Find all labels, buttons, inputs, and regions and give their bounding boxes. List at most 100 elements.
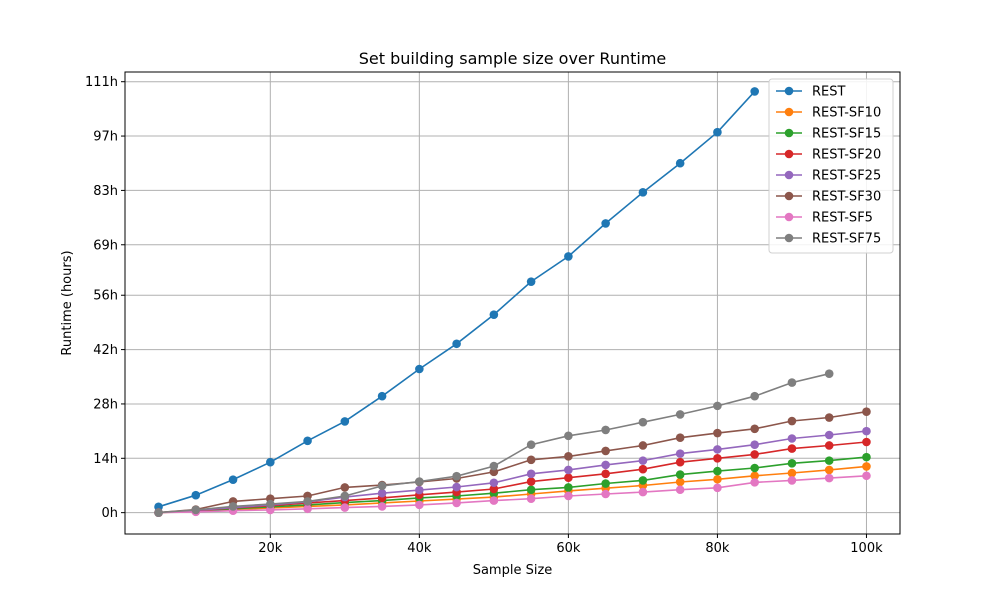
data-point xyxy=(564,431,573,441)
data-point xyxy=(415,364,424,374)
data-point xyxy=(750,471,759,481)
legend-entry: REST xyxy=(776,85,845,100)
data-point xyxy=(340,503,350,512)
data-point xyxy=(675,158,685,168)
data-point xyxy=(154,508,163,517)
data-point xyxy=(601,469,610,479)
data-point xyxy=(713,428,722,438)
data-point xyxy=(824,430,834,440)
data-point xyxy=(824,413,834,422)
data-point xyxy=(787,378,797,387)
y-tick-label: 111h xyxy=(85,75,118,90)
data-point xyxy=(787,416,797,426)
data-point xyxy=(787,459,797,468)
data-point xyxy=(228,502,238,511)
data-point xyxy=(303,436,312,446)
legend-marker xyxy=(784,212,794,222)
data-point xyxy=(675,457,685,467)
data-point xyxy=(713,466,722,476)
data-point xyxy=(787,476,797,485)
data-point xyxy=(750,463,759,473)
data-point xyxy=(675,410,685,419)
data-point xyxy=(377,488,387,498)
legend-entry: REST-SF25 xyxy=(776,169,881,184)
data-point xyxy=(452,339,461,349)
legend-box xyxy=(768,78,894,254)
data-point xyxy=(452,471,461,481)
legend-label: REST-SF25 xyxy=(812,169,881,184)
data-point xyxy=(638,441,648,450)
y-tick-label: 28h xyxy=(93,397,118,412)
plot-frame xyxy=(124,71,901,535)
series-rest-sf30 xyxy=(154,407,871,517)
series-line xyxy=(158,456,867,514)
data-point xyxy=(191,505,201,515)
data-point xyxy=(266,499,275,509)
data-point xyxy=(750,440,759,450)
data-point xyxy=(824,473,834,483)
legend-marker xyxy=(784,191,794,201)
data-point xyxy=(750,391,759,401)
data-point xyxy=(452,498,461,508)
data-point xyxy=(713,453,722,463)
data-point xyxy=(377,481,387,491)
legend-marker xyxy=(784,86,794,96)
legend-label: REST-SF15 xyxy=(812,127,881,142)
x-tick-label: 60k xyxy=(556,541,581,556)
data-point xyxy=(526,455,536,465)
data-point xyxy=(750,87,759,96)
legend-label: REST-SF5 xyxy=(812,211,873,226)
data-point xyxy=(713,483,722,493)
data-point xyxy=(415,485,424,495)
data-point xyxy=(787,444,797,453)
data-point xyxy=(638,464,648,474)
data-point xyxy=(675,470,685,479)
data-point xyxy=(266,457,275,467)
data-point xyxy=(787,434,797,443)
x-axis-title: Sample Size xyxy=(473,563,553,578)
data-point xyxy=(675,485,685,495)
legend-entry: REST-SF5 xyxy=(776,211,873,226)
legend-entry: REST-SF75 xyxy=(776,232,881,247)
data-point xyxy=(862,462,871,471)
x-tick-label: 20k xyxy=(258,541,283,556)
data-point xyxy=(713,401,722,411)
legend-marker xyxy=(784,128,794,138)
data-point xyxy=(489,484,499,494)
data-point xyxy=(601,219,610,228)
data-point xyxy=(638,476,648,485)
data-point xyxy=(675,477,685,487)
data-point xyxy=(675,449,685,458)
legend-label: REST-SF20 xyxy=(812,148,881,163)
series-rest xyxy=(154,87,759,512)
data-point xyxy=(377,502,387,511)
data-point xyxy=(377,391,387,401)
data-point xyxy=(564,452,573,461)
y-tick-label: 69h xyxy=(93,238,118,253)
y-axis-title: Runtime (hours) xyxy=(60,250,75,355)
data-point xyxy=(601,460,610,470)
data-point xyxy=(452,482,461,492)
data-point xyxy=(526,440,536,450)
axis-ticks: 20k 40k 60k 80k 100k 0h 14h 28h 42h 56h 69h 83h 97h 1… xyxy=(85,75,883,556)
data-point xyxy=(601,446,610,456)
data-point xyxy=(824,441,834,450)
data-point xyxy=(601,479,610,488)
data-point xyxy=(303,497,312,506)
data-point xyxy=(601,425,610,435)
data-point xyxy=(713,445,722,454)
data-point xyxy=(787,468,797,478)
y-tick-label: 14h xyxy=(93,452,118,467)
data-point xyxy=(526,477,536,486)
data-point xyxy=(750,478,759,487)
data-point xyxy=(750,424,759,434)
legend-entry: REST-SF30 xyxy=(776,190,881,205)
y-tick-label: 56h xyxy=(93,289,118,304)
data-point xyxy=(303,504,312,514)
legend: REST REST-SF10 REST-SF15 REST-SF20 REST-SF25… xyxy=(768,78,894,254)
x-tick-label: 100k xyxy=(850,541,883,556)
series-line xyxy=(158,441,867,514)
data-point xyxy=(862,426,871,436)
data-point xyxy=(564,473,573,483)
data-point xyxy=(824,369,834,378)
